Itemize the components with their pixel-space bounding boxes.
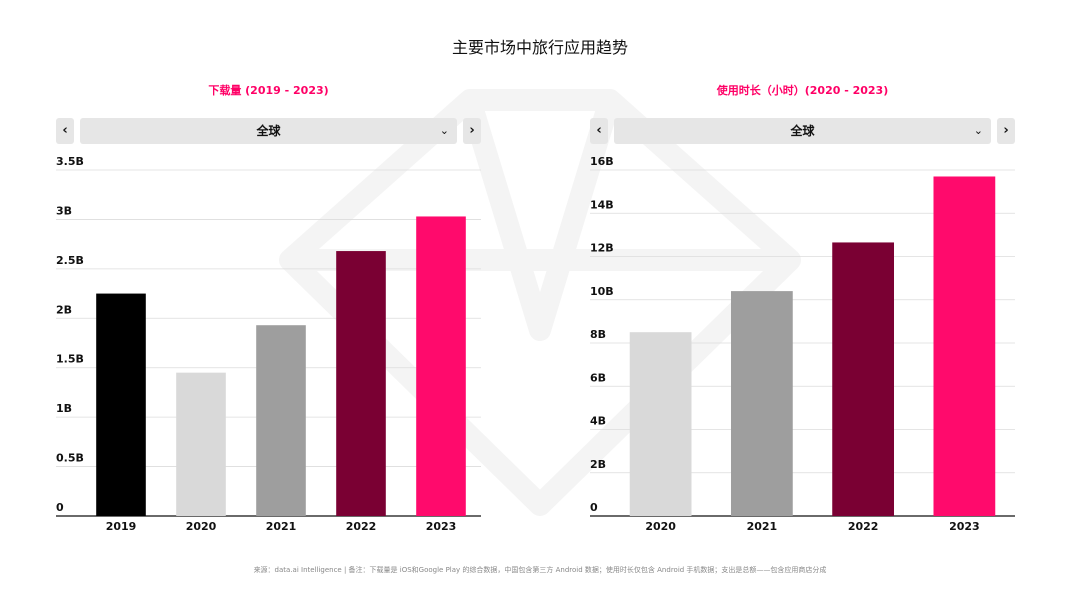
y-tick-label: 16B bbox=[590, 155, 614, 168]
region-dropdown[interactable]: 全球 ⌄ bbox=[614, 118, 991, 144]
chevron-right-icon: › bbox=[1003, 123, 1009, 138]
bar-2019 bbox=[96, 293, 146, 516]
x-tick-label: 2022 bbox=[848, 520, 879, 533]
usage-bar-chart: 0 2B 4B 6B 8B 10B 12B 14B 16B 2020 2021 2022 2023 bbox=[590, 155, 1015, 533]
prev-region-button[interactable]: ‹ bbox=[590, 118, 608, 144]
y-tick-label: 1B bbox=[56, 402, 72, 415]
usage-panel: 使用时长（小时）(2020 - 2023) ‹ 全球 ⌄ › 0 2B 4B 6B 8B… bbox=[590, 78, 1015, 538]
bar-2021 bbox=[256, 325, 306, 516]
x-tick-label: 2019 bbox=[106, 520, 137, 533]
x-tick-label: 2020 bbox=[645, 520, 676, 533]
chevron-down-icon: ⌄ bbox=[973, 124, 983, 137]
page-title: 主要市场中旅行应用趋势 bbox=[451, 38, 628, 57]
chevron-left-icon: ‹ bbox=[62, 123, 68, 138]
region-dropdown-value: 全球 bbox=[256, 124, 281, 138]
region-selector: ‹ 全球 ⌄ › bbox=[56, 118, 481, 144]
y-tick-label: 0.5B bbox=[56, 452, 84, 465]
bar-2020 bbox=[176, 372, 226, 516]
bar-2020 bbox=[629, 332, 692, 516]
region-dropdown-value: 全球 bbox=[790, 124, 815, 138]
next-region-button[interactable]: › bbox=[463, 118, 481, 144]
x-tick-label: 2021 bbox=[266, 520, 297, 533]
y-tick-label: 1.5B bbox=[56, 353, 84, 366]
x-tick-label: 2020 bbox=[186, 520, 217, 533]
region-selector: ‹ 全球 ⌄ › bbox=[590, 118, 1015, 144]
downloads-chart-title: 下载量 (2019 - 2023) bbox=[208, 84, 329, 97]
downloads-panel: 下载量 (2019 - 2023) ‹ 全球 ⌄ › 0 0.5B 1B 1.5B 2B… bbox=[56, 78, 481, 538]
chevron-right-icon: › bbox=[469, 123, 475, 138]
downloads-bar-chart: 0 0.5B 1B 1.5B 2B 2.5B 3B 3.5B 2019 2020 2021 2022 2… bbox=[56, 155, 481, 533]
usage-chart-title: 使用时长（小时）(2020 - 2023) bbox=[716, 84, 889, 97]
bar-2022 bbox=[832, 242, 895, 516]
region-dropdown[interactable]: 全球 ⌄ bbox=[80, 118, 457, 144]
y-tick-label: 2B bbox=[590, 458, 606, 471]
bar-2022 bbox=[336, 251, 386, 516]
bar-2021 bbox=[730, 291, 793, 516]
chevron-left-icon: ‹ bbox=[596, 123, 602, 138]
y-tick-label: 14B bbox=[590, 198, 614, 211]
y-tick-label: 3B bbox=[56, 204, 72, 217]
next-region-button[interactable]: › bbox=[997, 118, 1015, 144]
chevron-down-icon: ⌄ bbox=[439, 124, 449, 137]
x-tick-label: 2023 bbox=[426, 520, 457, 533]
footnote: 来源：data.ai Intelligence | 备注：下载量是 iOS和Go… bbox=[253, 566, 827, 574]
bar-2023 bbox=[416, 216, 466, 516]
y-tick-label: 0 bbox=[590, 501, 598, 514]
prev-region-button[interactable]: ‹ bbox=[56, 118, 74, 144]
y-tick-label: 4B bbox=[590, 415, 606, 428]
bar-2023 bbox=[933, 176, 996, 517]
y-tick-label: 12B bbox=[590, 242, 614, 255]
y-tick-label: 8B bbox=[590, 328, 606, 341]
x-tick-label: 2022 bbox=[346, 520, 377, 533]
x-tick-label: 2023 bbox=[949, 520, 980, 533]
y-tick-label: 2B bbox=[56, 303, 72, 316]
y-tick-label: 6B bbox=[590, 371, 606, 384]
y-tick-label: 3.5B bbox=[56, 155, 84, 168]
y-tick-label: 2.5B bbox=[56, 254, 84, 267]
y-tick-label: 10B bbox=[590, 285, 614, 298]
y-tick-label: 0 bbox=[56, 501, 64, 514]
x-tick-label: 2021 bbox=[747, 520, 778, 533]
